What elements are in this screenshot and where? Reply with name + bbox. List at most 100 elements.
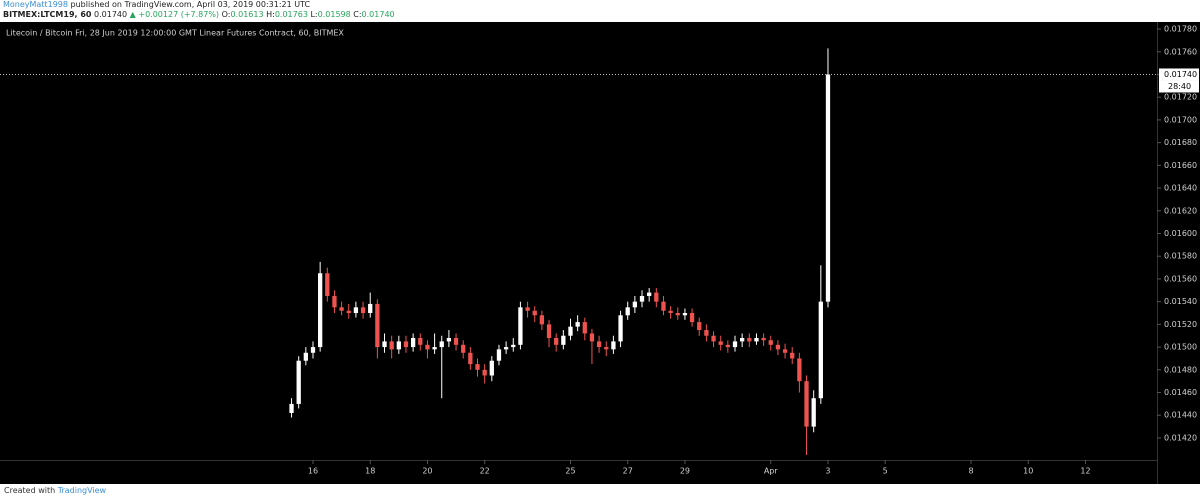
candle-body (682, 313, 688, 316)
candle-body (768, 340, 773, 345)
candle-body (782, 349, 788, 353)
candle-body (797, 358, 802, 382)
y-tick-label: 0.01660 (1164, 161, 1197, 170)
candle-body (382, 341, 387, 348)
candle-body (532, 310, 537, 316)
candle-body (360, 307, 366, 314)
ohlc-label: H: (266, 10, 275, 19)
candle-body (596, 341, 602, 348)
candle-body (625, 307, 630, 316)
candle-body (711, 335, 716, 342)
candle-body (410, 338, 416, 348)
candle-body (539, 315, 545, 325)
x-tick-label: 8 (968, 467, 973, 476)
candle-body (318, 273, 323, 348)
candle-body (818, 301, 823, 399)
candle-body (740, 338, 745, 342)
chart-title: Litecoin / Bitcoin Fri, 28 Jun 2019 12:0… (6, 29, 344, 38)
y-tick-label: 0.01480 (1164, 365, 1197, 374)
x-tick-label: Apr (764, 467, 779, 476)
brand-link[interactable]: TradingView (57, 486, 107, 495)
footer-text: Created with (4, 486, 56, 495)
candle-body (432, 347, 437, 350)
candle-body (482, 369, 487, 376)
candle-body (632, 301, 638, 308)
countdown-box (1159, 80, 1199, 93)
candle-body (546, 324, 552, 339)
candle-body (747, 338, 752, 342)
x-tick-label: 20 (422, 467, 432, 476)
candle-body (346, 310, 351, 314)
candle-body (618, 315, 623, 342)
candle-body (518, 307, 523, 345)
candle-body (389, 341, 394, 350)
x-tick-label: 3 (825, 467, 830, 476)
y-tick-label: 0.01520 (1164, 320, 1197, 329)
candle-body (418, 338, 423, 345)
ohlc-value: 0.01613 (230, 10, 264, 19)
candle-body (511, 344, 516, 348)
y-tick-label: 0.01580 (1164, 252, 1197, 261)
candle-body (825, 74, 831, 302)
candle-body (396, 341, 401, 350)
last-price-label: 0.01740 (1164, 70, 1197, 79)
ohlc-label: C: (353, 10, 362, 19)
candle-body (425, 344, 430, 350)
candle-body (332, 295, 337, 308)
y-tick-label: 0.01500 (1164, 343, 1197, 352)
candle-body (446, 338, 452, 342)
footer: Created with TradingView (0, 484, 1200, 501)
last-price-box (1159, 68, 1199, 81)
candle-body (439, 341, 444, 348)
chart: Litecoin / Bitcoin Fri, 28 Jun 2019 12:0… (0, 22, 1200, 484)
candle-body (697, 322, 702, 331)
candle-body (725, 344, 730, 348)
candle-body (568, 326, 573, 336)
candle-body (804, 381, 809, 427)
candle-body (368, 303, 373, 314)
y-tick-label: 0.01420 (1164, 433, 1197, 442)
candle-body (561, 335, 566, 345)
candle-body (811, 398, 816, 427)
candle-body (289, 403, 294, 413)
y-tick-label: 0.01640 (1164, 184, 1197, 193)
candle-body (525, 307, 530, 311)
x-tick-label: 22 (480, 467, 490, 476)
candle-body (453, 338, 459, 345)
candle-body (661, 301, 666, 311)
candle-body (303, 352, 308, 361)
y-tick-label: 0.01680 (1164, 138, 1197, 147)
y-tick-label: 0.01600 (1164, 229, 1197, 238)
y-tick-label: 0.01760 (1164, 47, 1197, 56)
candle-body (339, 307, 344, 311)
chart-background (0, 22, 1200, 484)
candle-body (325, 273, 330, 296)
price: 0.01740 (94, 10, 128, 19)
symbol-line: BITMEX:LTCM19, 60 0.01740 ▲ +0.00127 (+7… (0, 10, 1200, 20)
candle-body (639, 295, 645, 302)
publish-line: MoneyMatt1998 published on TradingView.c… (0, 0, 1200, 10)
y-tick-label: 0.01700 (1164, 115, 1197, 124)
header: MoneyMatt1998 published on TradingView.c… (0, 0, 1200, 22)
x-tick-label: 18 (365, 467, 375, 476)
y-tick-label: 0.01720 (1164, 93, 1197, 102)
change: ▲ +0.00127 (+7.87%) (129, 10, 220, 19)
x-tick-label: 12 (1080, 467, 1090, 476)
y-tick-label: 0.01440 (1164, 411, 1197, 420)
y-tick-label: 0.01540 (1164, 297, 1197, 306)
candle-body (296, 360, 301, 404)
x-tick-label: 16 (308, 467, 318, 476)
x-tick-label: 29 (680, 467, 690, 476)
candle-body (403, 341, 409, 348)
candle-body (496, 349, 502, 361)
ohlc-value: 0.01598 (317, 10, 351, 19)
candle-body (582, 322, 587, 334)
candle-body (589, 333, 595, 342)
candle-body (704, 330, 709, 336)
candle-body (461, 344, 466, 353)
publish-info: published on TradingView.com, April 03, … (70, 0, 311, 9)
candle-body (575, 322, 580, 327)
author-link[interactable]: MoneyMatt1998 (3, 0, 68, 9)
candle-body (503, 347, 509, 350)
